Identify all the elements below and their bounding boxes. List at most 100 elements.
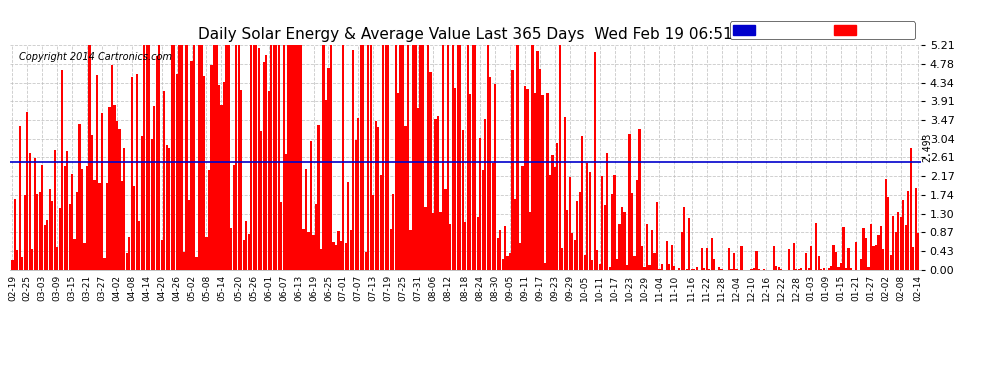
- Bar: [308, 232, 310, 270]
- Bar: [188, 200, 190, 270]
- Bar: [354, 140, 357, 270]
- Bar: [78, 124, 81, 270]
- Bar: [31, 249, 34, 270]
- Bar: [897, 213, 900, 270]
- Bar: [238, 45, 240, 270]
- Bar: [805, 253, 808, 270]
- Bar: [512, 70, 514, 270]
- Bar: [648, 265, 650, 270]
- Bar: [297, 45, 300, 270]
- Bar: [282, 45, 285, 270]
- Bar: [111, 65, 113, 270]
- Bar: [529, 211, 531, 270]
- Bar: [231, 228, 233, 270]
- Bar: [818, 256, 820, 270]
- Bar: [660, 264, 663, 270]
- Bar: [83, 243, 86, 270]
- Bar: [910, 148, 912, 270]
- Bar: [778, 267, 780, 270]
- Bar: [146, 45, 148, 270]
- Bar: [867, 267, 869, 270]
- Bar: [11, 260, 14, 270]
- Bar: [325, 99, 327, 270]
- Bar: [474, 45, 476, 270]
- Bar: [855, 242, 857, 270]
- Bar: [476, 217, 479, 270]
- Bar: [359, 45, 362, 270]
- Bar: [798, 269, 800, 270]
- Bar: [681, 232, 683, 270]
- Bar: [668, 264, 670, 270]
- Bar: [280, 202, 282, 270]
- Bar: [335, 245, 337, 270]
- Bar: [912, 247, 915, 270]
- Bar: [420, 45, 422, 270]
- Bar: [900, 217, 902, 270]
- Bar: [272, 45, 275, 270]
- Bar: [44, 225, 46, 270]
- Bar: [29, 153, 31, 270]
- Bar: [195, 257, 198, 270]
- Bar: [624, 212, 626, 270]
- Bar: [113, 105, 116, 270]
- Bar: [333, 242, 335, 270]
- Bar: [686, 269, 688, 270]
- Bar: [589, 172, 591, 270]
- Bar: [76, 192, 78, 270]
- Bar: [461, 130, 464, 270]
- Bar: [609, 267, 611, 270]
- Bar: [849, 268, 852, 270]
- Bar: [524, 86, 526, 270]
- Bar: [780, 269, 782, 270]
- Bar: [887, 197, 889, 270]
- Bar: [343, 45, 345, 270]
- Bar: [451, 45, 454, 270]
- Bar: [241, 90, 243, 270]
- Bar: [459, 45, 461, 270]
- Bar: [645, 224, 648, 270]
- Bar: [158, 45, 160, 270]
- Bar: [556, 143, 558, 270]
- Bar: [566, 210, 568, 270]
- Bar: [190, 62, 193, 270]
- Bar: [808, 268, 810, 270]
- Bar: [626, 265, 629, 270]
- Bar: [440, 212, 442, 270]
- Bar: [820, 268, 823, 270]
- Bar: [37, 194, 39, 270]
- Bar: [636, 180, 639, 270]
- Text: Copyright 2014 Cartronics.com: Copyright 2014 Cartronics.com: [19, 52, 172, 62]
- Bar: [328, 68, 330, 270]
- Bar: [733, 253, 736, 270]
- Bar: [210, 66, 213, 270]
- Bar: [213, 45, 215, 270]
- Bar: [129, 237, 131, 270]
- Bar: [49, 189, 50, 270]
- Bar: [250, 45, 252, 270]
- Bar: [126, 252, 128, 270]
- Bar: [828, 268, 830, 270]
- Bar: [290, 45, 292, 270]
- Bar: [338, 231, 340, 270]
- Bar: [320, 249, 322, 270]
- Bar: [755, 251, 757, 270]
- Bar: [349, 230, 352, 270]
- Bar: [718, 267, 721, 270]
- Bar: [277, 45, 280, 270]
- Bar: [750, 268, 752, 270]
- Bar: [153, 106, 155, 270]
- Bar: [352, 50, 354, 270]
- Bar: [134, 186, 136, 270]
- Bar: [382, 45, 384, 270]
- Bar: [875, 244, 877, 270]
- Bar: [793, 243, 795, 270]
- Bar: [357, 118, 359, 270]
- Bar: [788, 249, 790, 270]
- Bar: [741, 246, 742, 270]
- Bar: [509, 253, 511, 270]
- Bar: [895, 232, 897, 270]
- Bar: [844, 268, 847, 270]
- Bar: [466, 45, 469, 270]
- Bar: [763, 268, 765, 270]
- Bar: [537, 51, 539, 270]
